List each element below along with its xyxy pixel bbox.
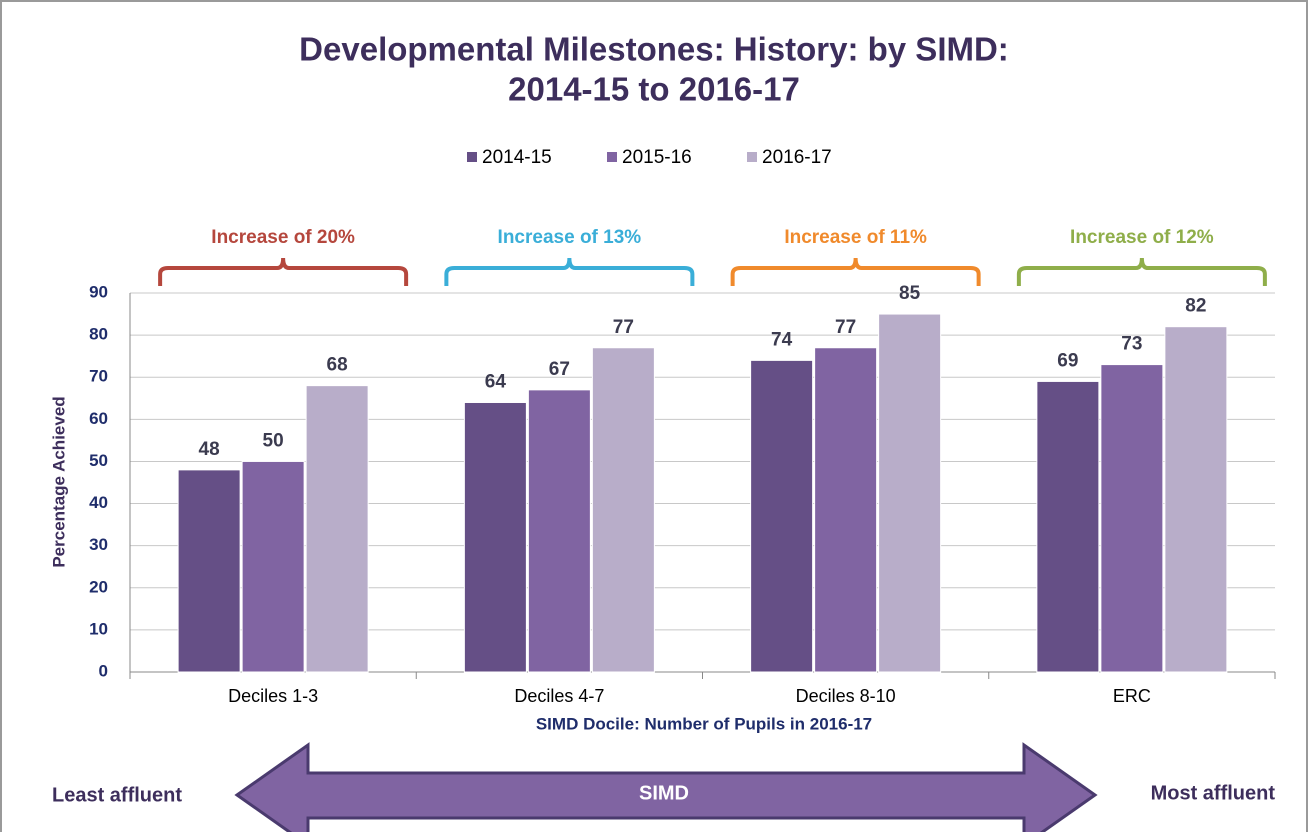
y-tick-label: 50 <box>89 451 108 470</box>
value-label: 85 <box>899 283 921 304</box>
brace <box>730 257 981 286</box>
chart-subtitle: 2014-15 to 2016-17 <box>508 71 800 108</box>
legend-swatch <box>747 152 757 162</box>
value-label: 50 <box>263 430 284 451</box>
bar <box>878 313 942 673</box>
annotation: Increase of 13% <box>498 227 642 248</box>
y-tick-label: 30 <box>89 535 108 554</box>
arrow-left-label: Least affluent <box>52 784 182 806</box>
y-axis-label: Percentage Achieved <box>49 396 68 567</box>
value-label: 77 <box>835 317 856 338</box>
x-tick-label: Deciles 1-3 <box>228 686 318 706</box>
y-tick-label: 90 <box>89 282 108 301</box>
bar <box>591 347 655 673</box>
arrow-right-label: Most affluent <box>1151 782 1276 804</box>
x-tick-label: ERC <box>1113 686 1151 706</box>
x-tick-label: Deciles 8-10 <box>796 686 896 706</box>
y-tick-label: 20 <box>89 577 108 596</box>
bar <box>1100 364 1164 673</box>
brace <box>158 257 409 286</box>
bar <box>814 347 878 673</box>
value-label: 64 <box>485 372 507 393</box>
y-tick-label: 40 <box>89 493 108 512</box>
value-label: 69 <box>1057 350 1078 371</box>
value-label: 73 <box>1121 334 1142 355</box>
legend-label: 2015-16 <box>622 147 692 168</box>
bar <box>1164 326 1228 673</box>
x-axis-label: SIMD Docile: Number of Pupils in 2016-17 <box>536 714 872 733</box>
bar <box>527 389 591 673</box>
brace <box>1016 257 1267 286</box>
y-tick-label: 10 <box>89 619 108 638</box>
x-tick-label: Deciles 4-7 <box>514 686 604 706</box>
value-label: 67 <box>549 359 570 380</box>
legend-label: 2014-15 <box>482 147 552 168</box>
bar <box>305 385 369 673</box>
value-label: 74 <box>771 329 793 350</box>
chart-title: Developmental Milestones: History: by SI… <box>299 31 1009 68</box>
value-label: 82 <box>1185 296 1206 317</box>
arrow-label: SIMD <box>639 782 689 804</box>
legend-swatch <box>607 152 617 162</box>
brace <box>444 257 695 286</box>
value-label: 48 <box>199 439 220 460</box>
value-label: 68 <box>327 355 348 376</box>
legend-label: 2016-17 <box>762 147 832 168</box>
bar <box>241 460 305 673</box>
annotation: Increase of 11% <box>784 227 927 248</box>
simd-arrow <box>234 742 1098 832</box>
annotation: Increase of 12% <box>1070 227 1214 248</box>
y-tick-label: 60 <box>89 409 108 428</box>
bar <box>750 359 814 673</box>
bar <box>463 401 527 673</box>
value-label: 77 <box>613 317 634 338</box>
y-tick-label: 80 <box>89 325 108 344</box>
legend-swatch <box>467 152 477 162</box>
bar <box>177 469 241 673</box>
y-tick-label: 70 <box>89 367 108 386</box>
y-tick-label: 0 <box>99 661 108 680</box>
bar <box>1036 380 1100 673</box>
annotation: Increase of 20% <box>211 227 355 248</box>
